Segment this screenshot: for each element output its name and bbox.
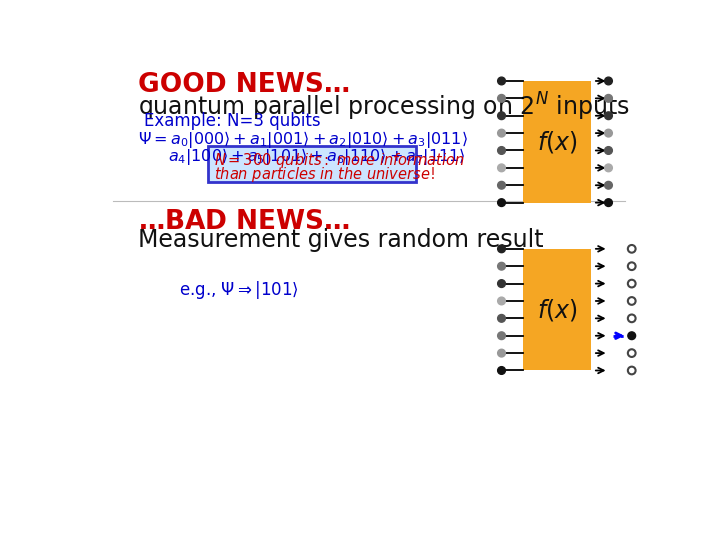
Circle shape <box>498 280 505 287</box>
Circle shape <box>498 181 505 189</box>
Text: $f(x)$: $f(x)$ <box>537 296 577 323</box>
Circle shape <box>605 94 612 102</box>
Text: $f(x)$: $f(x)$ <box>537 129 577 155</box>
Text: $\it{N=300\ qubits:\ more\ information}$: $\it{N=300\ qubits:\ more\ information}$ <box>214 151 465 170</box>
Circle shape <box>605 164 612 172</box>
Text: quantum parallel processing on $2^N$ inputs: quantum parallel processing on $2^N$ inp… <box>138 91 630 123</box>
Bar <box>208 146 415 182</box>
Text: GOOD NEWS…: GOOD NEWS… <box>138 72 351 98</box>
Circle shape <box>498 314 505 322</box>
Circle shape <box>498 112 505 119</box>
Circle shape <box>498 129 505 137</box>
Text: Measurement gives random result: Measurement gives random result <box>138 228 544 252</box>
Bar <box>523 249 591 370</box>
Circle shape <box>498 199 505 206</box>
Text: $\it{than\ particles\ in\ the\ universe!}$: $\it{than\ particles\ in\ the\ universe!… <box>214 165 435 184</box>
Circle shape <box>498 147 505 154</box>
Circle shape <box>605 129 612 137</box>
Text: Example: N=3 qubits: Example: N=3 qubits <box>144 112 321 130</box>
Circle shape <box>605 77 612 85</box>
Text: $\Psi = a_0|000\rangle + a_1|001\rangle + a_2|010\rangle + a_3|011\rangle$: $\Psi = a_0|000\rangle + a_1|001\rangle … <box>138 130 468 151</box>
Circle shape <box>498 349 505 357</box>
Circle shape <box>498 332 505 340</box>
Circle shape <box>605 112 612 119</box>
Circle shape <box>498 164 505 172</box>
Circle shape <box>605 199 612 206</box>
Circle shape <box>628 332 636 340</box>
Text: $\mathbf{\ldots BAD\ NEWS\ldots}$: $\mathbf{\ldots BAD\ NEWS\ldots}$ <box>138 209 350 235</box>
Circle shape <box>605 181 612 189</box>
Text: e.g., $\Psi \Rightarrow |101\rangle$: e.g., $\Psi \Rightarrow |101\rangle$ <box>179 279 299 301</box>
Circle shape <box>498 245 505 253</box>
Circle shape <box>498 94 505 102</box>
Circle shape <box>498 77 505 85</box>
Circle shape <box>498 297 505 305</box>
Circle shape <box>498 367 505 374</box>
Bar <box>523 81 591 202</box>
Text: $a_4|100\rangle + a_5|101\rangle + a_6|110\rangle + a_7|111\rangle$: $a_4|100\rangle + a_5|101\rangle + a_6|1… <box>168 146 465 167</box>
Circle shape <box>498 262 505 270</box>
Circle shape <box>605 147 612 154</box>
